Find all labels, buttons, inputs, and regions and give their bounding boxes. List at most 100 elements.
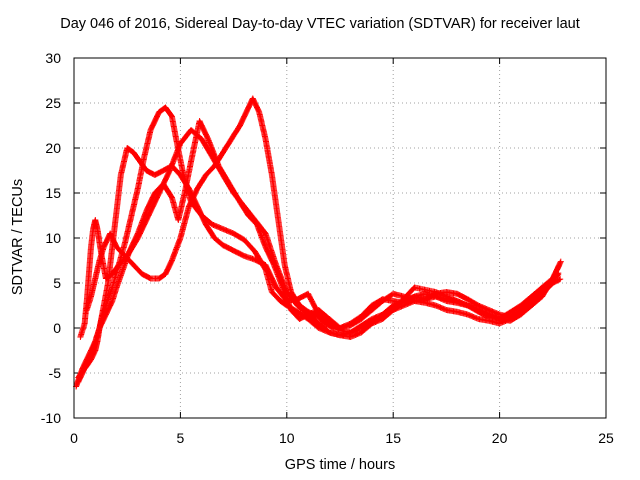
data-marker <box>315 307 332 322</box>
data-marker <box>94 226 105 258</box>
series-s2 <box>73 104 562 390</box>
data-marker <box>228 123 243 142</box>
y-tick-label: 20 <box>45 140 61 156</box>
data-marker <box>277 298 289 308</box>
data-marker <box>109 263 121 277</box>
data-marker <box>528 289 545 306</box>
data-marker <box>251 248 268 272</box>
data-marker <box>156 271 168 282</box>
series-s4 <box>83 95 562 336</box>
data-marker <box>130 149 143 164</box>
data-marker <box>198 212 215 227</box>
x-tick-label: 20 <box>492 430 508 446</box>
data-marker <box>134 213 151 241</box>
data-marker <box>464 296 481 308</box>
data-marker <box>275 217 288 267</box>
data-marker <box>124 145 136 155</box>
data-marker <box>294 302 311 317</box>
data-marker <box>115 253 130 268</box>
data-marker <box>139 271 153 281</box>
data-marker <box>88 227 96 250</box>
data-marker <box>262 230 279 267</box>
data-marker <box>188 127 204 142</box>
data-marker <box>122 213 135 246</box>
plot-frame <box>73 57 607 419</box>
data-marker <box>202 221 217 240</box>
data-marker <box>241 203 258 222</box>
data-marker <box>92 326 103 345</box>
chart-title: Day 046 of 2016, Sidereal Day-to-day VTE… <box>60 16 580 32</box>
data-marker <box>166 141 183 174</box>
data-marker <box>230 230 247 243</box>
data-marker <box>249 95 262 114</box>
x-tick-label: 0 <box>70 430 78 446</box>
data-marker <box>102 271 115 282</box>
data-marker <box>454 290 470 302</box>
x-tick-label: 5 <box>177 430 185 446</box>
data-marker <box>230 190 247 209</box>
data-marker <box>262 266 275 294</box>
data-marker <box>198 136 215 159</box>
data-marker <box>517 300 534 315</box>
data-marker <box>83 272 92 304</box>
data-marker <box>268 289 283 304</box>
data-marker <box>368 298 385 313</box>
data-marker <box>79 362 90 376</box>
series-s5 <box>77 127 564 340</box>
data-marker <box>185 186 200 210</box>
x-tick-label: 10 <box>279 430 295 446</box>
data-marker <box>268 172 282 222</box>
data-marker <box>109 285 120 304</box>
data-marker <box>130 262 145 277</box>
data-marker <box>507 309 523 321</box>
y-axis-label: SDTVAR / TECUs <box>10 178 26 296</box>
data-marker <box>85 245 94 277</box>
data-marker <box>177 128 194 147</box>
data-marker <box>88 276 98 300</box>
data-marker <box>145 191 162 219</box>
data-marker <box>209 154 226 177</box>
data-marker <box>539 276 555 295</box>
data-marker <box>124 236 141 259</box>
data-marker <box>141 128 154 160</box>
y-tick-label: 25 <box>45 95 61 111</box>
data-marker <box>379 307 396 322</box>
data-marker <box>181 159 194 196</box>
data-marker <box>220 137 234 156</box>
data-marker <box>273 262 290 294</box>
data-marker <box>358 307 374 322</box>
data-marker <box>168 236 183 264</box>
data-marker <box>379 303 396 318</box>
data-marker <box>151 168 166 178</box>
data-marker <box>422 291 438 303</box>
y-tick-label: 5 <box>53 275 61 291</box>
data-marker <box>134 155 147 192</box>
data-marker <box>315 320 332 335</box>
data-marker <box>96 312 109 331</box>
data-marker <box>288 307 302 322</box>
data-marker <box>113 267 126 291</box>
data-marker <box>326 316 342 331</box>
data-marker <box>220 172 236 195</box>
data-marker <box>202 163 217 178</box>
data-marker <box>283 289 300 308</box>
y-tick-label: 15 <box>45 185 61 201</box>
y-tick-label: -5 <box>49 365 62 381</box>
data-marker <box>194 173 209 192</box>
data-marker <box>241 236 258 254</box>
x-axis-label: GPS time / hours <box>284 457 396 473</box>
y-tick-label: 10 <box>45 230 61 246</box>
series-s1 <box>75 145 564 381</box>
data-marker <box>117 146 130 178</box>
data-marker <box>347 316 364 329</box>
y-tick-label: -10 <box>41 410 61 426</box>
data-marker <box>256 109 269 141</box>
data-marker <box>322 320 336 331</box>
data-marker <box>379 291 396 304</box>
data-marker <box>143 191 158 214</box>
data-marker <box>237 110 249 129</box>
data-marker <box>168 113 179 141</box>
data-marker <box>196 118 211 141</box>
data-marker <box>230 247 247 259</box>
